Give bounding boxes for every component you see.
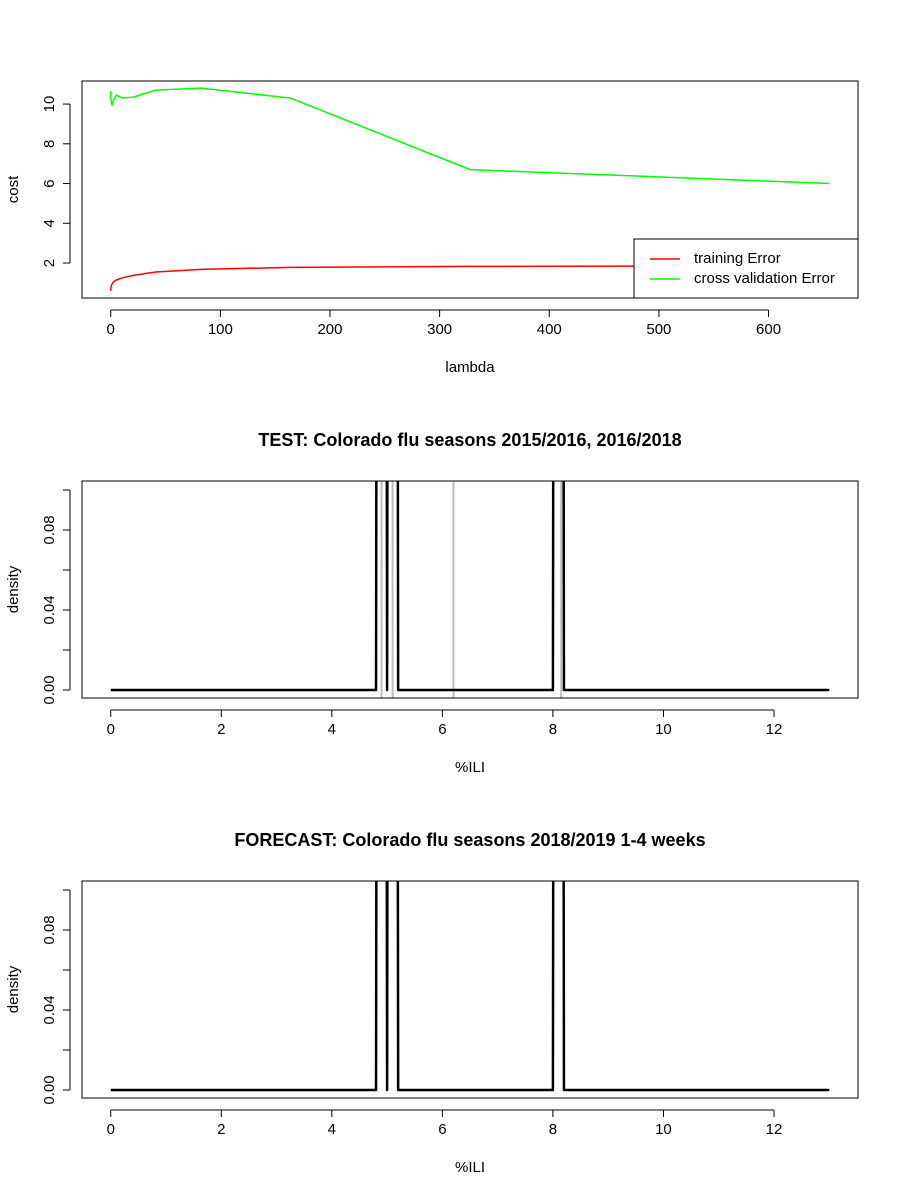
x-tick-label: 4 (328, 1121, 336, 1138)
y-tick-label: 0.04 (41, 995, 58, 1024)
x-tick-label: 6 (438, 1121, 446, 1138)
x-tick-label: 0 (107, 1121, 115, 1138)
x-axis-title: %ILI (455, 759, 485, 776)
panel: TEST: Colorado flu seasons 2015/2016, 20… (5, 430, 859, 776)
x-tick-label: 100 (208, 321, 233, 338)
series-line (110, 881, 830, 1092)
y-tick-label: 0.04 (41, 595, 58, 624)
plot-area (110, 481, 830, 698)
series-line (109, 265, 830, 292)
x-tick-label: 500 (646, 321, 671, 338)
x-tick-label: 4 (328, 721, 336, 738)
x-tick-label: 10 (655, 1121, 672, 1138)
x-tick-label: 6 (438, 721, 446, 738)
y-axis-title: density (5, 965, 22, 1013)
plot-frame (81, 80, 859, 299)
x-tick-label: 12 (766, 721, 783, 738)
y-axis-title: cost (5, 175, 22, 203)
y-tick-label: 6 (41, 179, 58, 187)
y-tick-label: 0.00 (41, 1075, 58, 1104)
x-tick-label: 0 (107, 721, 115, 738)
legend-label: cross validation Error (694, 270, 835, 287)
plot-area (109, 87, 830, 292)
y-tick-label: 8 (41, 140, 58, 148)
y-tick-label: 0.00 (41, 675, 58, 704)
plot-frame (81, 480, 859, 699)
y-tick-label: 0.08 (41, 515, 58, 544)
y-tick-label: 2 (41, 259, 58, 267)
x-tick-label: 8 (549, 1121, 557, 1138)
x-axis-title: lambda (445, 359, 495, 376)
series-line (110, 481, 830, 692)
y-tick-label: 10 (41, 96, 58, 113)
plot-frame (81, 880, 859, 1099)
plot-area (110, 881, 830, 1092)
x-tick-label: 8 (549, 721, 557, 738)
legend-label: training Error (694, 250, 781, 267)
x-axis-title: %ILI (455, 1159, 485, 1176)
legend-box (633, 238, 859, 299)
x-tick-label: 600 (756, 321, 781, 338)
series-line (109, 87, 830, 185)
x-tick-label: 0 (107, 321, 115, 338)
x-tick-label: 2 (217, 1121, 225, 1138)
panel: FORECAST: Colorado flu seasons 2018/2019… (5, 830, 859, 1176)
y-tick-label: 0.08 (41, 915, 58, 944)
x-tick-label: 200 (317, 321, 342, 338)
chart-title: FORECAST: Colorado flu seasons 2018/2019… (234, 830, 705, 850)
x-tick-label: 10 (655, 721, 672, 738)
x-tick-label: 400 (537, 321, 562, 338)
x-tick-label: 300 (427, 321, 452, 338)
chart-title: TEST: Colorado flu seasons 2015/2016, 20… (258, 430, 681, 450)
y-axis-title: density (5, 565, 22, 613)
panel: lambda cost 0 100 200 300 400 500 600 2 4 6 8 10 train… (5, 80, 859, 376)
x-tick-label: 2 (217, 721, 225, 738)
y-tick-label: 4 (41, 219, 58, 227)
x-tick-label: 12 (766, 1121, 783, 1138)
